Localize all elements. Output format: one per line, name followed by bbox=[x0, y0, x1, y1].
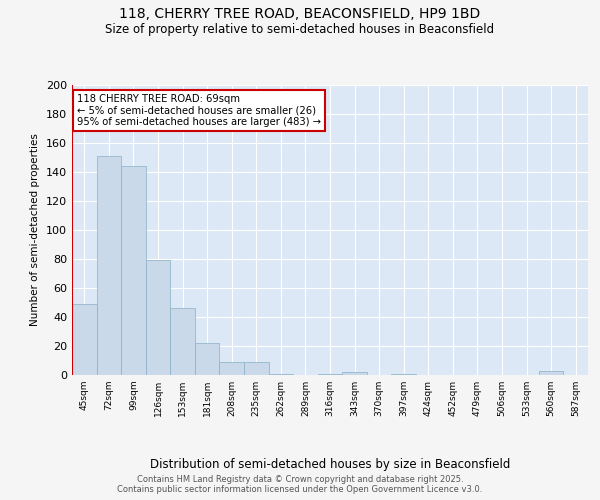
Bar bbox=[170, 308, 195, 375]
Text: 118, CHERRY TREE ROAD, BEACONSFIELD, HP9 1BD: 118, CHERRY TREE ROAD, BEACONSFIELD, HP9… bbox=[119, 8, 481, 22]
X-axis label: Distribution of semi-detached houses by size in Beaconsfield: Distribution of semi-detached houses by … bbox=[150, 458, 510, 471]
Bar bbox=[269, 374, 293, 375]
Text: 118 CHERRY TREE ROAD: 69sqm
← 5% of semi-detached houses are smaller (26)
95% of: 118 CHERRY TREE ROAD: 69sqm ← 5% of semi… bbox=[77, 94, 321, 127]
Bar bbox=[72, 304, 97, 375]
Text: Size of property relative to semi-detached houses in Beaconsfield: Size of property relative to semi-detach… bbox=[106, 22, 494, 36]
Bar bbox=[220, 362, 244, 375]
Bar bbox=[539, 370, 563, 375]
Y-axis label: Number of semi-detached properties: Number of semi-detached properties bbox=[31, 134, 40, 326]
Bar bbox=[97, 156, 121, 375]
Bar bbox=[318, 374, 342, 375]
Bar bbox=[146, 260, 170, 375]
Bar bbox=[342, 372, 367, 375]
Bar bbox=[195, 343, 220, 375]
Bar bbox=[244, 362, 269, 375]
Text: Contains HM Land Registry data © Crown copyright and database right 2025.
Contai: Contains HM Land Registry data © Crown c… bbox=[118, 474, 482, 494]
Bar bbox=[391, 374, 416, 375]
Bar bbox=[121, 166, 146, 375]
